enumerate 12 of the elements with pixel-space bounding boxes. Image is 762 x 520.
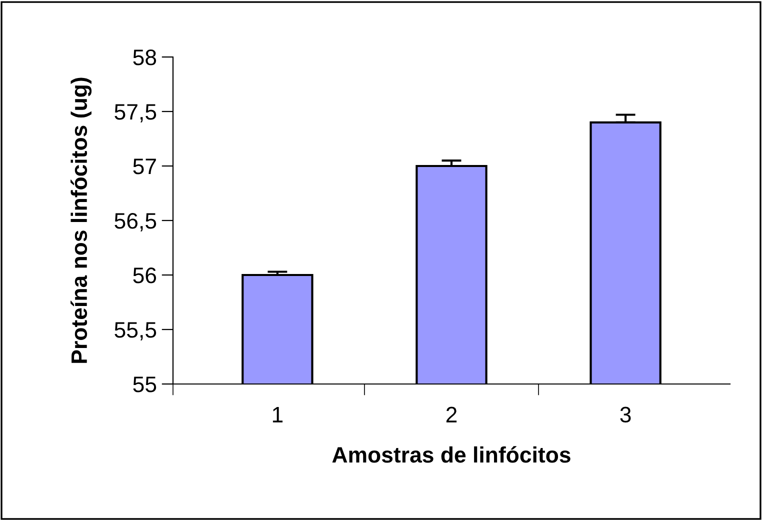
y-tick-label: 56,5 xyxy=(114,213,156,232)
x-tick-label: 2 xyxy=(446,406,457,422)
y-axis-title: Proteína nos linfócitos (ug) xyxy=(70,78,92,363)
y-tick-label: 56 xyxy=(133,268,156,284)
y-tick-label: 57,5 xyxy=(114,104,156,122)
x-tick-label: 3 xyxy=(620,406,631,423)
y-tick-label: 57 xyxy=(133,158,156,174)
x-tick-label: 1 xyxy=(272,407,283,422)
x-axis-title: Amostras de linfócitos xyxy=(332,446,570,463)
y-tick-label: 55,5 xyxy=(114,322,156,340)
y-tick-label: 55 xyxy=(133,376,156,392)
y-tick-label: 58 xyxy=(133,50,156,66)
